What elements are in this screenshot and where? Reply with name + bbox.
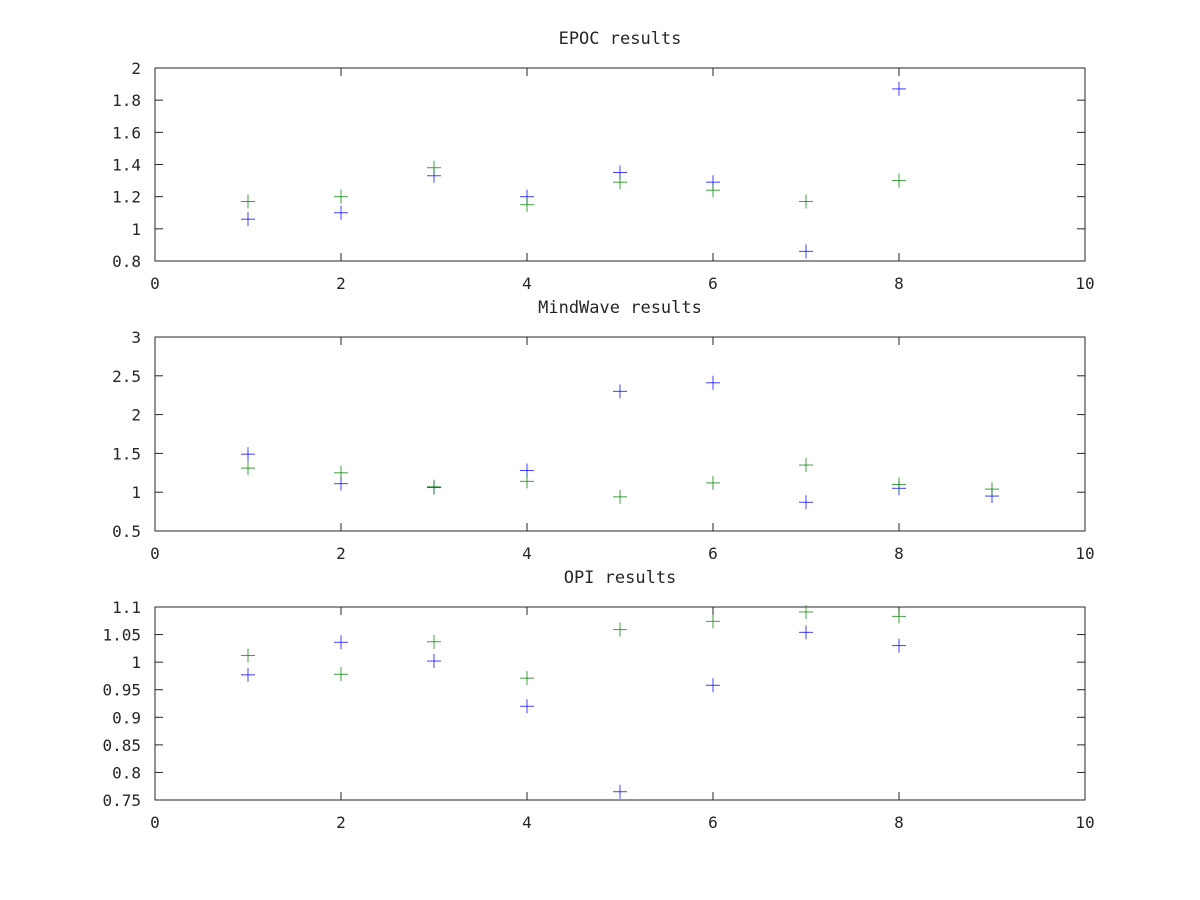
x-tick-label: 4 (522, 813, 532, 832)
series-1 (241, 625, 906, 799)
y-tick-label: 2 (131, 59, 141, 78)
x-tick-label: 2 (336, 813, 346, 832)
chart-title: MindWave results (538, 298, 702, 318)
series-2 (241, 458, 999, 504)
y-tick-label: 0.75 (102, 791, 141, 810)
data-point (706, 678, 720, 693)
data-point (241, 648, 255, 663)
y-tick-label: 0.5 (112, 522, 141, 541)
data-point (613, 784, 627, 799)
data-point (241, 667, 255, 682)
data-point (334, 189, 348, 204)
data-point (613, 489, 627, 504)
axes-frame (154, 336, 1086, 532)
data-point (334, 667, 348, 682)
x-tick-label: 0 (150, 813, 160, 832)
data-point (985, 482, 999, 497)
data-point (520, 671, 534, 686)
data-point (613, 175, 627, 190)
data-point (613, 622, 627, 637)
subplot-2: MindWave results 0 2 4 6 8 10 0.5 1 1.5 2 2.5 3 (112, 298, 1095, 563)
x-tick-label: 2 (336, 274, 346, 293)
data-point (892, 609, 906, 624)
x-tick-label: 8 (894, 274, 904, 293)
x-tick-label: 6 (708, 544, 718, 563)
data-point (799, 604, 813, 619)
data-point (241, 461, 255, 476)
data-point (892, 638, 906, 653)
data-point (520, 197, 534, 212)
data-point (892, 173, 906, 188)
x-tick-label: 6 (708, 813, 718, 832)
data-point (892, 477, 906, 492)
subplot-1: EPOC results 0 2 4 6 8 10 0.8 1 1.2 1.4 1.6 1.8 2 (112, 29, 1095, 293)
data-point (241, 194, 255, 209)
chart-title: EPOC results (559, 29, 682, 49)
x-tick-label: 8 (894, 813, 904, 832)
data-point (334, 635, 348, 650)
series-2 (241, 604, 906, 686)
data-point (706, 614, 720, 629)
y-tick-label: 0.8 (112, 252, 141, 271)
y-tick-label: 0.9 (112, 708, 141, 727)
data-point (799, 194, 813, 209)
x-tick-label: 2 (336, 544, 346, 563)
data-point (892, 81, 906, 96)
y-tick-label: 0.95 (102, 681, 141, 700)
x-tick-label: 4 (522, 544, 532, 563)
y-tick-label: 1.4 (112, 156, 141, 175)
x-tick-label: 10 (1075, 274, 1094, 293)
y-tick-label: 1.5 (112, 444, 141, 463)
data-point (520, 474, 534, 489)
y-tick-label: 1 (131, 483, 141, 502)
x-tick-label: 6 (708, 274, 718, 293)
y-tick-label: 3 (131, 328, 141, 347)
x-tick-label: 8 (894, 544, 904, 563)
data-point (427, 654, 441, 669)
data-point (799, 625, 813, 640)
y-tick-label: 0.8 (112, 763, 141, 782)
data-point (334, 205, 348, 220)
data-point (334, 465, 348, 480)
y-tick-label: 0.85 (102, 736, 141, 755)
x-tick-label: 4 (522, 274, 532, 293)
y-tick-label: 1.8 (112, 91, 141, 110)
y-tick-label: 1.2 (112, 188, 141, 207)
x-tick-label: 0 (150, 274, 160, 293)
data-point (241, 212, 255, 227)
axes-frame (154, 606, 1086, 801)
data-point (241, 447, 255, 462)
y-tick-label: 1 (131, 653, 141, 672)
y-tick-label: 1.1 (112, 598, 141, 617)
y-tick-label: 1 (131, 220, 141, 239)
data-point (799, 495, 813, 510)
data-point (706, 183, 720, 198)
data-point (427, 634, 441, 649)
data-point (520, 699, 534, 714)
data-point (706, 375, 720, 390)
data-point (427, 479, 441, 494)
y-tick-label: 2.5 (112, 367, 141, 386)
x-tick-label: 0 (150, 544, 160, 563)
series-1 (241, 81, 906, 259)
data-point (799, 244, 813, 259)
subplot-3: OPI results 0 2 4 6 8 10 0.75 0.8 0.85 0.9 0.95 1 1.0… (102, 568, 1094, 832)
x-tick-label: 10 (1075, 544, 1094, 563)
data-point (799, 458, 813, 473)
series-2 (241, 160, 906, 212)
data-point (427, 160, 441, 175)
chart-title: OPI results (564, 568, 677, 588)
data-point (706, 475, 720, 490)
data-point (613, 384, 627, 399)
y-tick-label: 1.05 (102, 626, 141, 645)
y-tick-label: 2 (131, 406, 141, 425)
y-tick-label: 1.6 (112, 123, 141, 142)
x-tick-label: 10 (1075, 813, 1094, 832)
